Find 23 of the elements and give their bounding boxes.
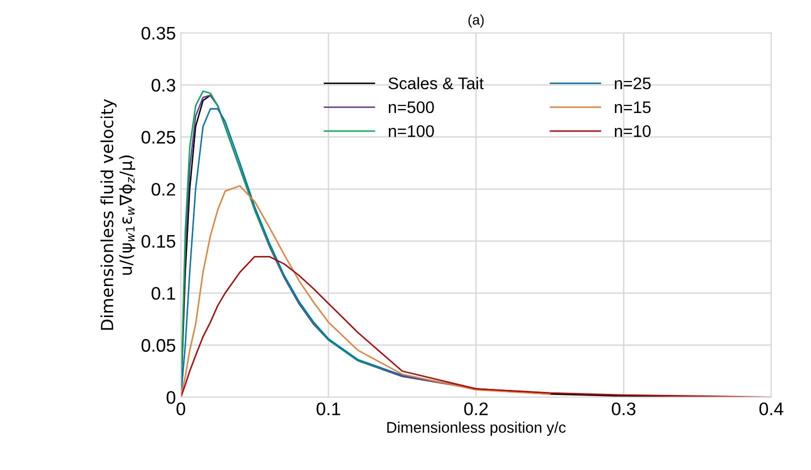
y-tick-label: 0.2 — [152, 182, 176, 196]
y-tick-label: 0.3 — [152, 78, 176, 92]
legend-label: n=10 — [614, 125, 651, 138]
x-tick-label: 0.4 — [759, 402, 784, 416]
chart-title: (a) — [468, 14, 484, 28]
x-tick-label: 0.3 — [612, 402, 636, 416]
y-tick-label: 0.1 — [152, 287, 176, 300]
legend-label: n=15 — [614, 102, 651, 114]
y-tick-label: 0.15 — [142, 234, 176, 248]
legend-label: n=25 — [614, 77, 651, 90]
y-tick-label: 0.25 — [142, 130, 176, 144]
line-series — [180, 185, 551, 398]
legend-label: n=500 — [388, 101, 434, 114]
x-tick-label: 0.1 — [316, 402, 340, 416]
x-tick-label: 0 — [176, 402, 186, 416]
y-tick-label: 0.35 — [142, 26, 176, 40]
x-tick-label: 0.2 — [464, 402, 488, 416]
legend-label: n=100 — [388, 125, 434, 138]
y-axis-title: Dimensionless fluid velocity u/(ψ$_{w1}$ε$_{w}$∇ϕ$_{z}$/μ) — [100, 99, 136, 330]
y-tick-label: 0 — [166, 391, 176, 404]
x-axis-title: Dimensionless position y/c — [387, 422, 566, 436]
y-tick-label: 0.05 — [142, 339, 176, 352]
legend-label: Scales & Tait — [388, 77, 484, 90]
